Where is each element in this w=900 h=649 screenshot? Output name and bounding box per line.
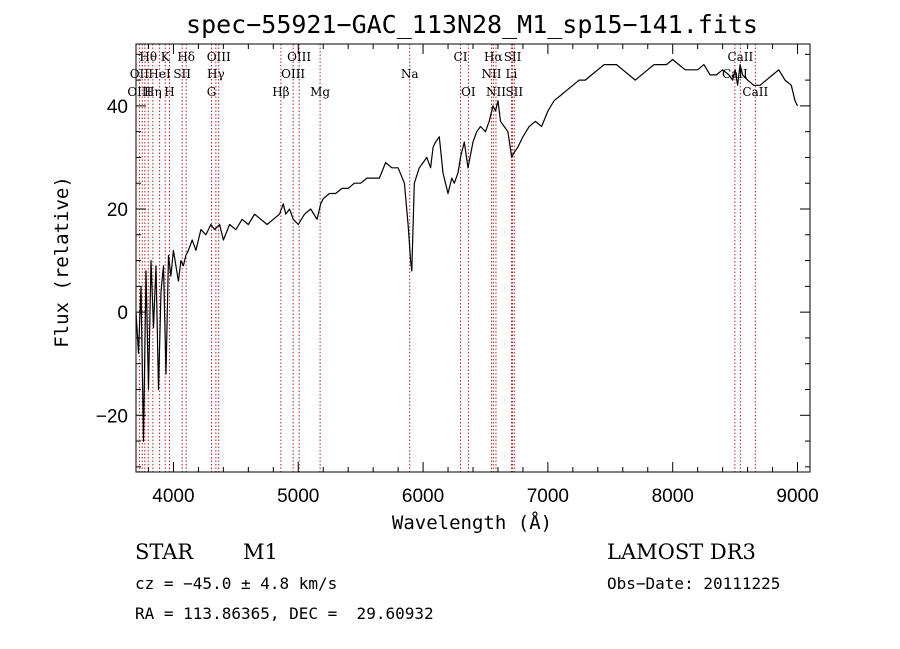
line-label: CaII bbox=[727, 50, 753, 64]
spectrum-line bbox=[135, 58, 799, 442]
coordinates-readout: RA = 113.86365, DEC = 29.60932 bbox=[135, 604, 434, 623]
x-tick-label: 4000 bbox=[152, 486, 194, 507]
x-tick-label: 6000 bbox=[402, 486, 444, 507]
line-label: Mg bbox=[310, 85, 330, 99]
y-tick-label: 0 bbox=[117, 303, 128, 324]
y-axis-label: Flux (relative) bbox=[51, 176, 73, 348]
survey-name: LAMOST DR3 bbox=[607, 540, 756, 564]
spectrum-chart: spec−55921−GAC_113N28_M1_sp15−141.fits H… bbox=[51, 10, 819, 534]
axes: 4000 5000 6000 7000 8000 9000 −20 0 20 40 bbox=[96, 43, 819, 507]
line-label: Li bbox=[506, 67, 518, 81]
line-label: OIII bbox=[281, 67, 305, 81]
line-label: Hθ bbox=[139, 50, 157, 64]
line-label: Hβ bbox=[272, 85, 289, 99]
line-label: CI bbox=[454, 50, 468, 64]
object-subclass: M1 bbox=[243, 540, 278, 564]
emission-line-markers bbox=[138, 44, 756, 472]
line-label: NII bbox=[481, 67, 501, 81]
line-label: OIII bbox=[207, 50, 231, 64]
line-label: K bbox=[161, 50, 171, 64]
line-label: OII bbox=[130, 67, 150, 81]
velocity-readout: cz = −45.0 ± 4.8 km/s bbox=[135, 574, 338, 593]
line-label: Hγ bbox=[207, 67, 225, 81]
y-tick-label: 20 bbox=[107, 200, 128, 221]
spectrum-series bbox=[135, 58, 799, 442]
line-label: OIII bbox=[287, 50, 311, 64]
line-label: OIII bbox=[127, 85, 151, 99]
observation-date: Obs−Date: 20111225 bbox=[607, 574, 781, 593]
x-axis-label: Wavelength (Å) bbox=[392, 511, 552, 534]
line-label: Na bbox=[401, 67, 419, 81]
line-label: HeI bbox=[148, 67, 171, 81]
line-label: SII bbox=[504, 50, 522, 64]
y-tick-label: −20 bbox=[96, 406, 128, 427]
line-label: NII bbox=[486, 85, 506, 99]
x-tick-label: 8000 bbox=[652, 486, 694, 507]
y-tick-label: 40 bbox=[107, 97, 128, 118]
line-label: G bbox=[207, 85, 217, 99]
line-label: SII bbox=[173, 67, 191, 81]
line-label: OI bbox=[461, 85, 476, 99]
line-label: Hδ bbox=[177, 50, 195, 64]
line-label: CaII bbox=[742, 85, 768, 99]
x-tick-label: 5000 bbox=[277, 486, 319, 507]
line-label: CaII bbox=[722, 67, 748, 81]
chart-title: spec−55921−GAC_113N28_M1_sp15−141.fits bbox=[186, 10, 758, 39]
object-class: STAR bbox=[135, 540, 194, 564]
plot-frame bbox=[135, 43, 811, 473]
line-label: SII bbox=[505, 85, 523, 99]
x-tick-label: 9000 bbox=[776, 486, 818, 507]
x-tick-label: 7000 bbox=[527, 486, 569, 507]
line-label: Hη bbox=[144, 85, 162, 99]
line-label: H bbox=[164, 85, 174, 99]
line-label: Hα bbox=[484, 50, 503, 64]
